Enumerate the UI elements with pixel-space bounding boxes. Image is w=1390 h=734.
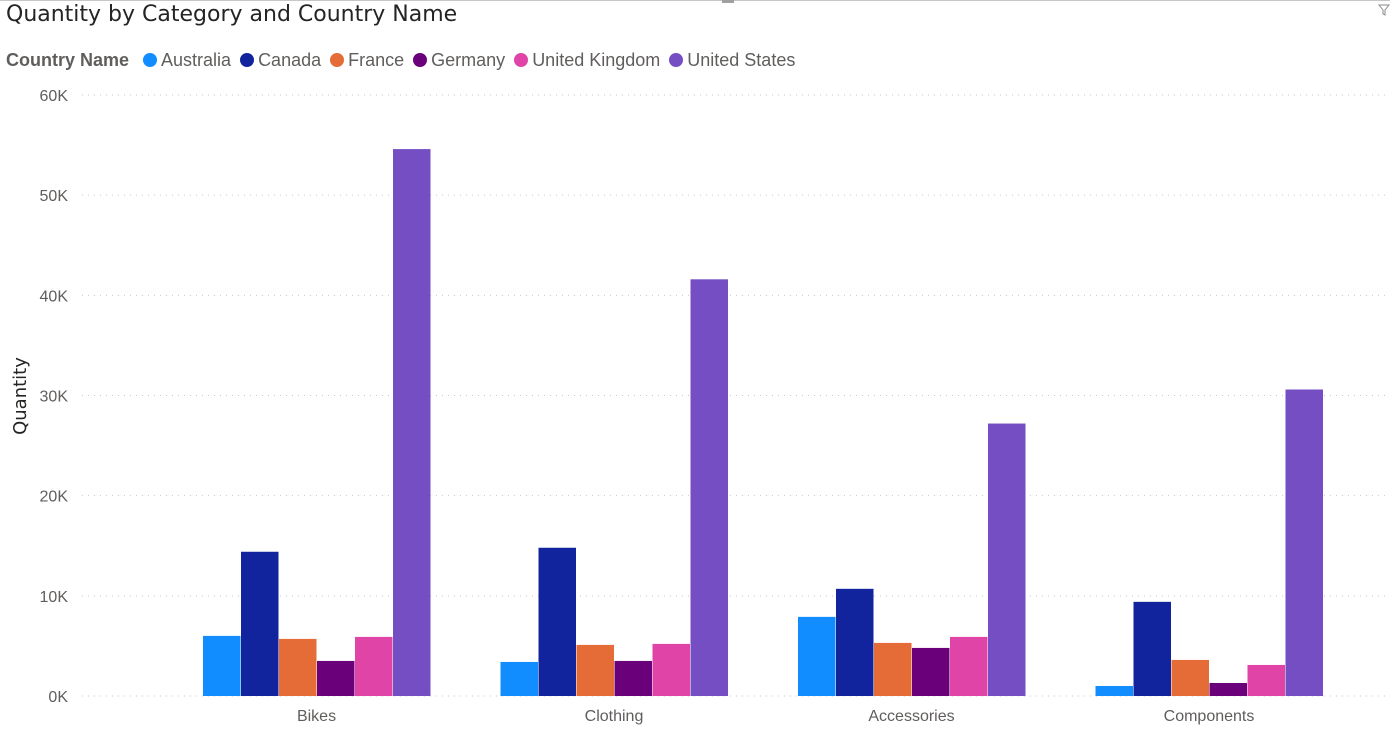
bar-clothing-germany[interactable] xyxy=(614,660,653,696)
legend-item-germany[interactable]: Germany xyxy=(413,50,505,71)
bar-clothing-canada[interactable] xyxy=(538,547,577,696)
bar-accessories-united-states[interactable] xyxy=(988,423,1026,696)
bar-components-united-states[interactable] xyxy=(1285,389,1324,696)
x-tick-label: Bikes xyxy=(297,708,336,725)
legend-item-canada[interactable]: Canada xyxy=(240,50,321,71)
legend-label: France xyxy=(348,49,405,70)
bar-bikes-united-states[interactable] xyxy=(393,149,431,697)
bar-accessories-canada[interactable] xyxy=(836,588,874,696)
bar-accessories-united-kingdom[interactable] xyxy=(950,636,988,696)
legend-swatch xyxy=(413,53,428,67)
bar-accessories-germany[interactable] xyxy=(912,647,950,696)
bar-components-canada[interactable] xyxy=(1133,601,1172,696)
y-tick-label: 40K xyxy=(40,288,69,305)
legend-label: United States xyxy=(687,49,796,70)
legend-item-france[interactable]: France xyxy=(330,50,404,71)
y-axis-ticks: 0K 10K 20K 30K 40K 50K 60K xyxy=(40,88,69,706)
legend-title: Country Name xyxy=(6,49,130,70)
bar-clothing-united-states[interactable] xyxy=(690,279,729,696)
legend-item-united-states[interactable]: United States xyxy=(669,50,795,71)
legend-label: Australia xyxy=(161,49,232,70)
bar-bikes-france[interactable] xyxy=(279,638,317,696)
legend-swatch xyxy=(240,53,255,67)
bar-accessories-australia[interactable] xyxy=(798,616,836,696)
bar-components-france[interactable] xyxy=(1171,659,1210,696)
legend-swatch xyxy=(514,53,529,67)
legend-label: United Kingdom xyxy=(532,49,661,70)
legend-item-united-kingdom[interactable]: United Kingdom xyxy=(514,50,660,71)
bar-accessories-france[interactable] xyxy=(874,642,912,696)
bar-clothing-united-kingdom[interactable] xyxy=(652,643,691,696)
y-tick-label: 60K xyxy=(40,88,69,105)
bar-bikes-united-kingdom[interactable] xyxy=(355,636,393,696)
legend-label: Canada xyxy=(258,49,322,70)
bar-clothing-france[interactable] xyxy=(576,644,615,696)
y-tick-label: 30K xyxy=(40,389,69,406)
bar-bikes-canada[interactable] xyxy=(241,551,279,696)
gridlines xyxy=(82,94,1390,697)
legend-label: Germany xyxy=(431,49,506,70)
legend-item-australia[interactable]: Australia xyxy=(143,50,231,71)
filter-icon[interactable] xyxy=(1378,4,1390,16)
x-axis-ticks: Bikes Clothing Accessories Components xyxy=(297,708,1254,725)
legend-swatch xyxy=(143,53,158,67)
bar-bikes-australia[interactable] xyxy=(203,635,241,696)
legend-items: Australia Canada France Germany United Kingd… xyxy=(143,50,804,71)
y-tick-label: 20K xyxy=(40,489,69,506)
bar-bikes-germany[interactable] xyxy=(317,660,355,696)
y-axis-label: Quantity xyxy=(10,357,31,435)
bar-components-australia[interactable] xyxy=(1095,685,1134,696)
y-tick-label: 10K xyxy=(40,589,69,606)
visual-resize-handle[interactable] xyxy=(722,0,734,3)
x-tick-label: Components xyxy=(1164,708,1255,725)
chart-title: Quantity by Category and Country Name xyxy=(6,2,458,27)
x-tick-label: Accessories xyxy=(868,708,954,725)
legend-swatch xyxy=(669,53,684,67)
y-tick-label: 50K xyxy=(40,188,69,205)
legend-swatch xyxy=(330,53,345,67)
x-tick-label: Clothing xyxy=(585,708,644,725)
bar-components-germany[interactable] xyxy=(1209,682,1248,696)
bars xyxy=(203,149,1324,697)
visual-top-border xyxy=(0,0,1390,1)
y-tick-label: 0K xyxy=(48,689,68,706)
bar-components-united-kingdom[interactable] xyxy=(1247,664,1286,696)
legend: Country Name Australia Canada France German… xyxy=(6,48,804,72)
bar-clothing-australia[interactable] xyxy=(500,661,539,696)
